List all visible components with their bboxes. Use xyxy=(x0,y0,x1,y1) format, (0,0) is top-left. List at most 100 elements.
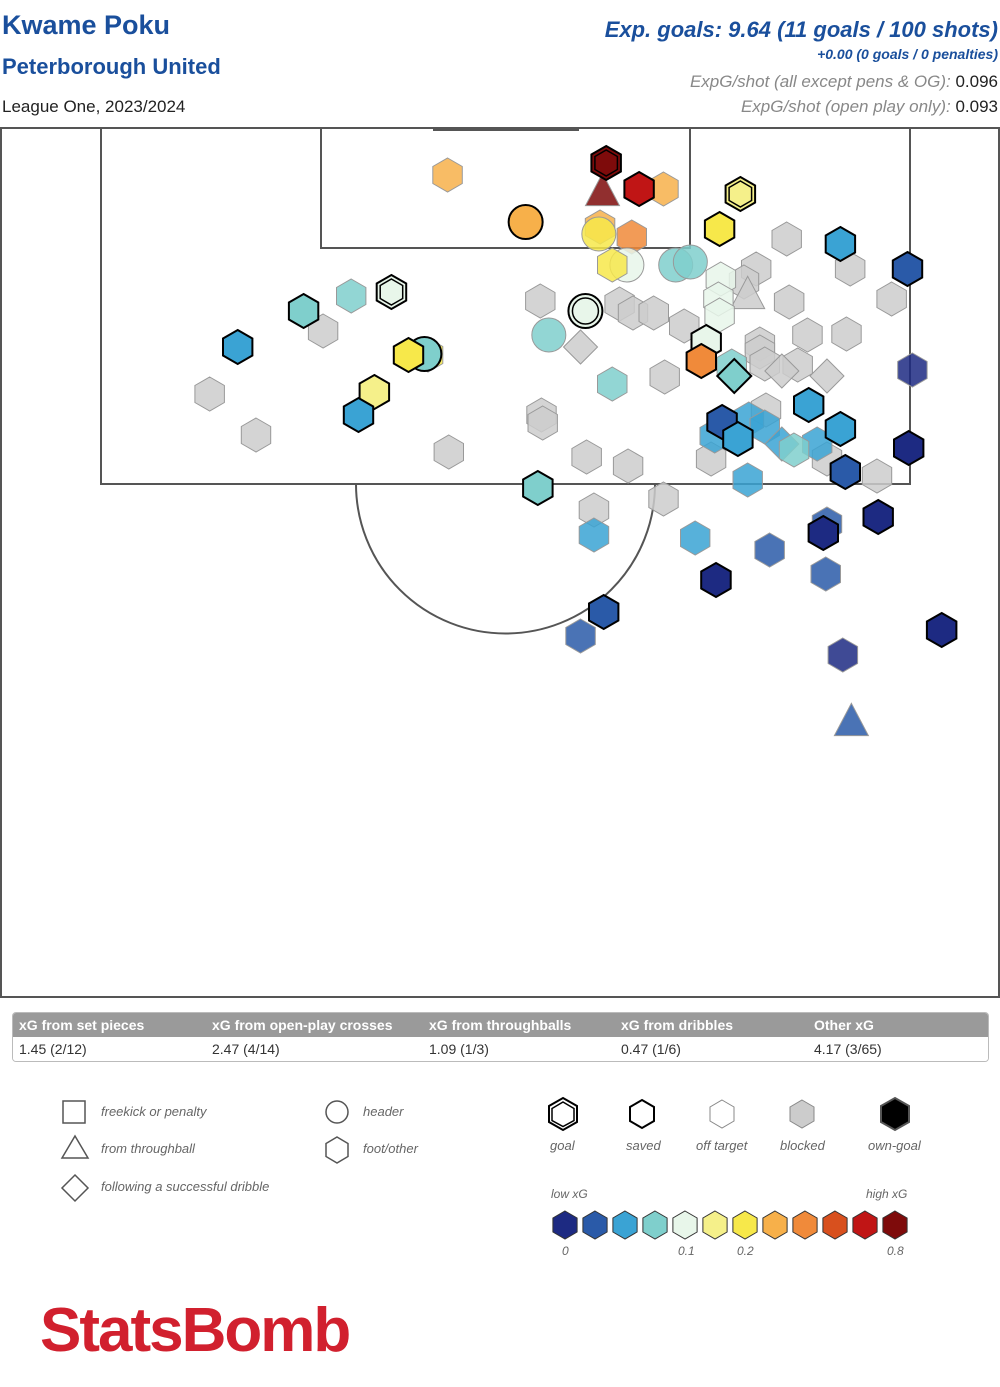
shot-75-shape xyxy=(571,439,602,475)
shot-marker-67 xyxy=(824,410,857,448)
shot-13-shape xyxy=(824,225,857,263)
legend-goal-label: goal xyxy=(550,1138,575,1153)
shot-marker-39 xyxy=(831,316,862,352)
legend-throughball-label: from throughball xyxy=(101,1141,195,1156)
shot-marker-57 xyxy=(358,373,391,411)
shot-marker-41 xyxy=(222,328,254,366)
shot-marker-73 xyxy=(893,429,925,467)
shot-marker-33 xyxy=(287,292,320,330)
summary-table: xG from set pieces xG from open-play cro… xyxy=(12,1012,989,1062)
shot-42-shape xyxy=(562,329,599,365)
shot-marker-1 xyxy=(432,157,463,193)
shot-96-shape xyxy=(833,702,870,737)
shot-98-shape xyxy=(778,432,810,468)
shot-1-shape xyxy=(432,157,463,193)
shot-marker-29 xyxy=(773,284,805,320)
shot-marker-74 xyxy=(433,434,464,470)
shot-55-shape xyxy=(809,358,845,394)
shot-59-shape xyxy=(793,386,825,424)
shot-37-shape xyxy=(531,317,567,353)
shot-26-shape xyxy=(876,281,907,317)
legend-freekick-label: freekick or penalty xyxy=(101,1104,207,1119)
shot-marker-13 xyxy=(824,225,857,263)
legend-off-target-label: off target xyxy=(696,1138,748,1153)
shot-marker-42 xyxy=(562,329,599,365)
shots-layer xyxy=(194,144,958,737)
shot-94-shape xyxy=(565,618,596,654)
shot-85-shape xyxy=(862,498,894,536)
shot-marker-93 xyxy=(925,611,958,649)
shot-marker-16 xyxy=(672,244,708,280)
summary-value-other: 4.17 (3/65) xyxy=(814,1041,882,1057)
shot-12-shape xyxy=(771,221,802,257)
legend-high-xg: high xG xyxy=(866,1187,908,1201)
shot-marker-100 xyxy=(810,556,841,592)
shot-marker-89 xyxy=(680,520,711,556)
shot-marker-55 xyxy=(809,358,845,394)
shot-88-shape xyxy=(578,517,610,553)
shot-marker-64 xyxy=(527,405,558,441)
shot-9-shape xyxy=(703,210,736,248)
shot-38-shape xyxy=(792,317,823,353)
team-name: Peterborough United xyxy=(2,54,221,79)
shot-48-shape xyxy=(685,342,717,380)
shot-52-shape xyxy=(764,353,800,389)
xg-per-shot-label: ExpG/shot (all except pens & OG): xyxy=(689,72,951,91)
shot-marker-83 xyxy=(648,481,679,517)
shot-73-shape xyxy=(893,429,925,467)
scale-swatch-5 xyxy=(672,1210,698,1240)
shot-marker-11 xyxy=(581,216,617,252)
shot-marker-98 xyxy=(778,432,810,468)
shot-53-shape xyxy=(649,359,680,395)
scale-swatch-12 xyxy=(882,1210,908,1240)
scale-tick-0-8: 0.8 xyxy=(887,1244,904,1258)
scale-swatch-6 xyxy=(702,1210,728,1240)
shot-99-shape xyxy=(897,352,928,388)
shot-marker-59 xyxy=(793,386,825,424)
xg-total: Exp. goals: 9.64 (11 goals / 100 shots) xyxy=(604,17,998,42)
legend-graphics xyxy=(60,1096,910,1240)
scale-swatch-10 xyxy=(822,1210,848,1240)
xg-per-shot-open-play: ExpG/shot (open play only): 0.093 xyxy=(741,97,998,117)
shot-marker-26 xyxy=(876,281,907,317)
shot-6-goal-ring xyxy=(728,180,753,208)
summary-value-set-pieces: 1.45 (2/12) xyxy=(19,1041,87,1057)
shot-3-shape xyxy=(623,170,655,208)
shot-6-shape xyxy=(724,175,757,213)
summary-value-throughballs: 1.09 (1/3) xyxy=(429,1041,489,1057)
diamond-icon xyxy=(60,1173,90,1203)
shot-41-shape xyxy=(222,328,254,366)
shot-2-shape xyxy=(590,144,622,182)
shot-marker-88 xyxy=(578,517,610,553)
shot-map xyxy=(0,127,1000,998)
shot-marker-97 xyxy=(597,247,628,283)
shot-7-shape xyxy=(507,204,544,240)
shot-marker-54 xyxy=(715,357,753,395)
xg-penalties: +0.00 (0 goals / 0 penalties) xyxy=(817,46,998,62)
shot-marker-37 xyxy=(531,317,567,353)
shot-marker-46 xyxy=(392,336,425,374)
shot-marker-61 xyxy=(342,396,375,434)
shot-marker-87 xyxy=(807,514,839,552)
shot-marker-95 xyxy=(827,637,859,673)
shot-marker-99 xyxy=(897,352,928,388)
shot-22-shape xyxy=(375,273,408,311)
shot-97-shape xyxy=(597,247,628,283)
shot-marker-58 xyxy=(194,376,225,412)
summary-value-dribbles: 0.47 (1/6) xyxy=(621,1041,681,1057)
own-goal-hexagon-icon xyxy=(880,1096,910,1132)
shot-74-shape xyxy=(433,434,464,470)
shot-23-shape xyxy=(336,278,367,314)
shot-marker-3 xyxy=(623,170,655,208)
legend-blocked-label: blocked xyxy=(780,1138,825,1153)
shot-91-shape xyxy=(700,561,732,599)
shot-57-shape xyxy=(358,373,391,411)
pitch-lines xyxy=(0,127,1000,998)
shot-marker-27 xyxy=(525,283,556,319)
penalty-arc xyxy=(355,483,656,635)
shot-29-shape xyxy=(773,284,805,320)
summary-header-set-pieces: xG from set pieces xyxy=(19,1017,145,1033)
shot-83-shape xyxy=(648,481,679,517)
shot-19-shape xyxy=(891,250,924,288)
shot-marker-32 xyxy=(638,295,669,331)
